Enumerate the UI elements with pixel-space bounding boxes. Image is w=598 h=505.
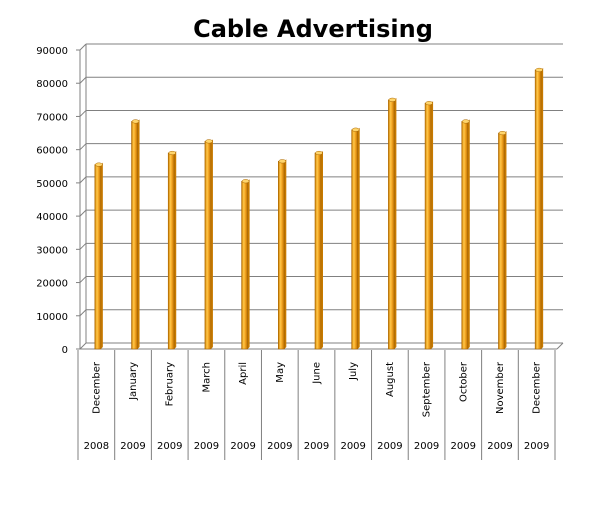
x-year-label: 2009	[157, 441, 182, 452]
y-tick-label: 70000	[36, 112, 68, 123]
x-year-label: 2009	[451, 441, 476, 452]
x-year-label: 2009	[230, 441, 255, 452]
x-category-label: March	[201, 362, 212, 392]
bar	[388, 97, 397, 350]
x-category-label: August	[385, 362, 396, 397]
bar	[278, 159, 287, 350]
gridline-diagonal	[79, 43, 87, 51]
bars	[94, 67, 544, 350]
gridline-diagonal	[79, 143, 87, 151]
gridline-diagonal	[79, 309, 87, 317]
x-year-label: 2009	[194, 441, 219, 452]
x-year-label: 2009	[377, 441, 402, 452]
bar	[131, 119, 140, 350]
x-year-label: 2009	[414, 441, 439, 452]
bar	[351, 127, 360, 350]
x-year-label: 2009	[340, 441, 365, 452]
bar	[314, 150, 323, 350]
bar	[498, 131, 507, 350]
chart-title: Cable Advertising	[193, 15, 433, 43]
category-labels: 0 10000 20000 30000 40000 50000 60000 70000 8000…	[36, 46, 549, 452]
y-tick-label: 80000	[36, 79, 68, 90]
y-tick-label: 60000	[36, 146, 68, 157]
gridline-diagonal	[79, 110, 87, 117]
x-category-label: December	[91, 361, 102, 414]
gridline-diagonal	[79, 176, 87, 184]
x-year-label: 2009	[120, 441, 145, 452]
y-tick-label: 0	[62, 345, 68, 356]
gridline-diagonal	[79, 209, 87, 217]
x-category-label: December	[532, 361, 543, 414]
x-year-label: 2009	[267, 441, 292, 452]
gridline-diagonal	[79, 276, 87, 283]
gridline-diagonal	[79, 342, 87, 350]
x-year-label: 2009	[487, 441, 512, 452]
bar	[167, 150, 177, 350]
x-category-label: July	[348, 362, 359, 381]
bar	[534, 67, 544, 350]
x-year-label: 2009	[524, 441, 549, 452]
bar	[461, 119, 470, 350]
bar	[424, 101, 434, 350]
y-tick-label: 50000	[36, 179, 68, 190]
y-tick-label: 10000	[36, 312, 68, 323]
x-category-label: June	[312, 362, 323, 385]
bar	[94, 162, 103, 350]
bar	[204, 139, 213, 350]
x-year-label: 2009	[304, 441, 329, 452]
y-tick-label: 20000	[36, 279, 68, 290]
y-tick-label: 90000	[36, 46, 68, 57]
x-year-label: 2008	[84, 441, 109, 452]
y-tick-label: 30000	[36, 245, 68, 256]
x-category-label: January	[128, 362, 139, 401]
x-category-label: October	[458, 361, 469, 402]
bar	[241, 179, 250, 350]
x-category-label: September	[422, 361, 433, 417]
x-category-label: February	[165, 362, 176, 406]
x-category-label: April	[238, 362, 249, 385]
x-category-label: May	[275, 362, 286, 383]
gridline-diagonal	[79, 76, 87, 84]
gridline-diagonal	[79, 242, 87, 250]
y-tick-label: 40000	[36, 212, 68, 223]
gridlines	[79, 43, 563, 350]
x-category-label: November	[495, 361, 506, 414]
